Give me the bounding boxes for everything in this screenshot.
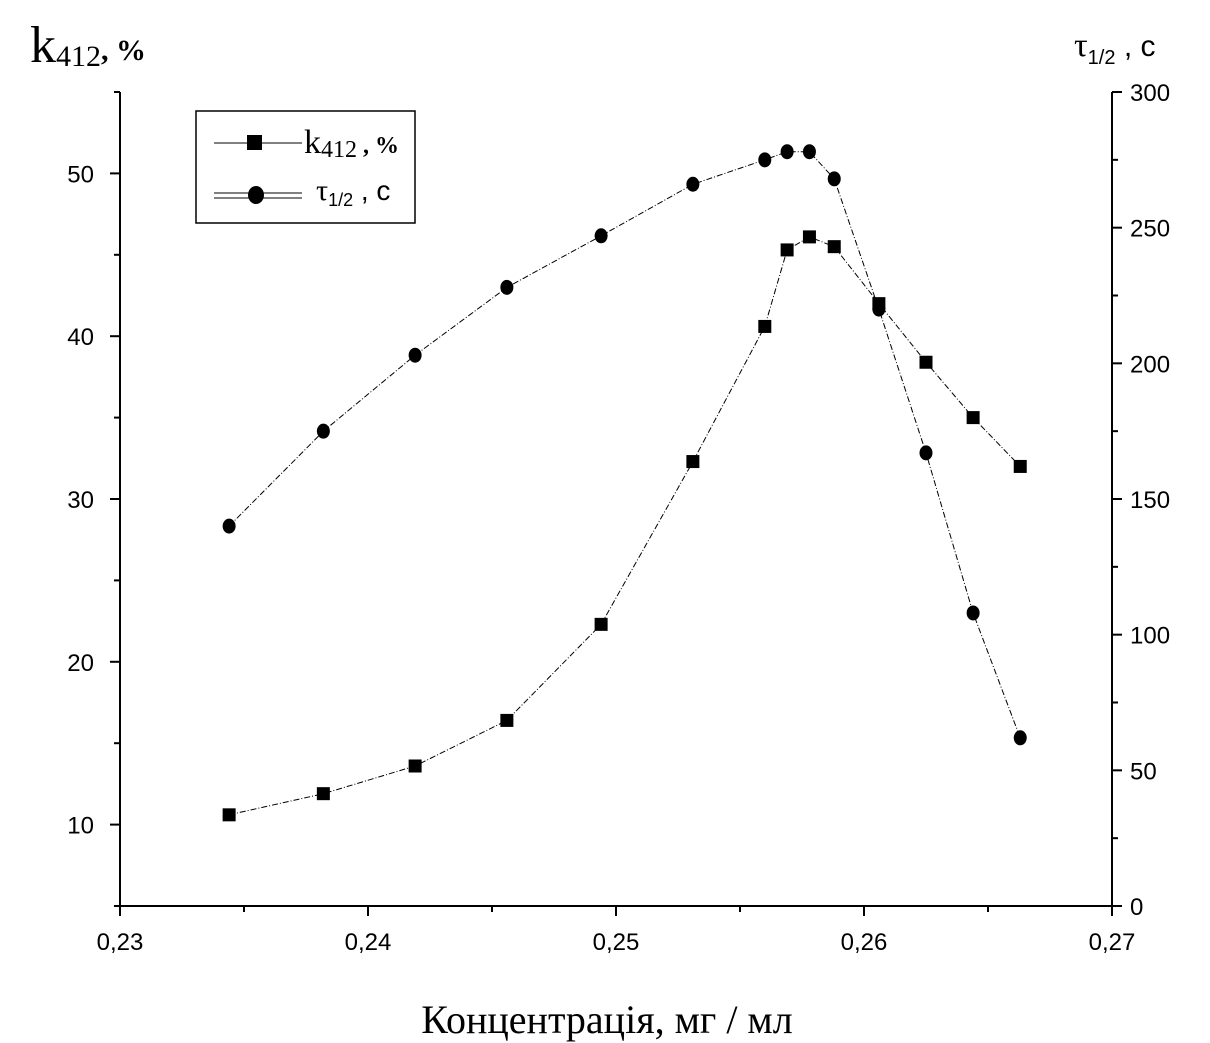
data-point-square (919, 355, 933, 369)
data-point-square (500, 713, 514, 727)
legend-marker-circle (248, 186, 264, 204)
y-right-tick-label: 50 (1130, 758, 1157, 785)
x-tick-label: 0,25 (593, 929, 640, 956)
data-point-circle (686, 176, 700, 192)
tick-labels: 0,23 0,24 0,25 0,26 0,27 10 20 30 40 50 0 50 100 150 2… (67, 80, 1170, 956)
x-tick-label: 0,27 (1089, 929, 1136, 956)
data-point-circle (780, 144, 794, 160)
y-left-tick-label: 50 (67, 161, 94, 188)
data-point-square (686, 455, 700, 469)
data-point-square (827, 240, 841, 254)
y-left-tick-label: 30 (67, 487, 94, 514)
x-tick-label: 0,23 (97, 929, 144, 956)
y-right-tick-label: 200 (1130, 351, 1170, 378)
data-point-square (966, 411, 980, 425)
legend-label-tau: τ1/2 , с (316, 174, 390, 210)
data-point-square (316, 787, 330, 801)
data-point-square (594, 617, 608, 631)
data-point-circle (919, 445, 933, 461)
x-axis-title: Концентрація, мг / мл (421, 997, 792, 1042)
series-line-0 (228, 236, 1021, 816)
data-point-circle (316, 423, 330, 439)
y-left-axis-title-main: k (30, 17, 56, 74)
series-line-1 (228, 151, 1021, 738)
data-point-circle (827, 171, 841, 187)
y-left-axis-title-sub: 412 (56, 40, 101, 73)
legend-label-k412: k412 , % (304, 124, 399, 163)
y-right-axis-title-sub: 1/2 (1088, 47, 1116, 69)
y-right-tick-label: 100 (1130, 623, 1170, 650)
y-right-tick-label: 0 (1130, 894, 1143, 921)
data-point-circle (872, 301, 886, 317)
y-left-axis-title: k412, % (30, 17, 146, 74)
y-left-tick-label: 10 (67, 813, 94, 840)
legend: k412 , % τ1/2 , с (195, 110, 416, 224)
data-point-circle (758, 152, 772, 168)
data-point-circle (500, 279, 514, 295)
data-point-circle (966, 605, 980, 621)
x-tick-label: 0,24 (345, 929, 392, 956)
y-left-tick-label: 40 (67, 324, 94, 351)
ticks (110, 91, 1122, 916)
data-point-circle (594, 228, 608, 244)
data-point-circle (408, 347, 422, 363)
data-point-square (408, 759, 422, 773)
y-right-tick-label: 250 (1130, 216, 1170, 243)
y-right-axis-title-main: τ (1074, 27, 1088, 64)
y-right-tick-label: 300 (1130, 80, 1170, 107)
data-point-square (780, 243, 794, 257)
series (222, 144, 1027, 822)
y-right-axis-title: τ1/2 , с (1074, 27, 1156, 69)
data-point-square (1013, 459, 1027, 473)
data-point-circle (802, 144, 816, 160)
data-point-square (222, 808, 236, 822)
data-point-square (802, 230, 816, 244)
y-right-tick-label: 150 (1130, 487, 1170, 514)
data-point-circle (222, 518, 236, 534)
y-left-axis-title-suffix: , % (101, 34, 146, 67)
x-tick-label: 0,26 (841, 929, 888, 956)
data-point-square (758, 319, 772, 333)
legend-marker-square (247, 135, 262, 150)
y-right-axis-title-suffix: , с (1115, 30, 1155, 63)
data-point-circle (1013, 730, 1027, 746)
y-left-tick-label: 20 (67, 650, 94, 677)
